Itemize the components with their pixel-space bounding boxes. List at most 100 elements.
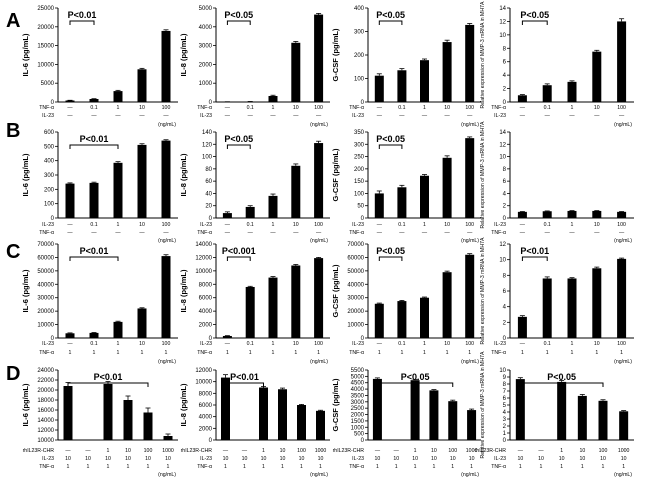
bar-c2-5 (314, 258, 324, 338)
treatment-value-a3: — (467, 113, 473, 119)
treatment-value-a1: — (67, 113, 73, 119)
y-tick-label-d2: 0 (209, 438, 213, 444)
significance-bracket-d4 (519, 382, 604, 387)
treatment-label-b2: TNF-α (197, 230, 212, 236)
unit-label-a2: (ng/mL) (310, 122, 328, 128)
treatment-value-d3: 1 (395, 464, 398, 470)
y-axis-label-c2: IL-8 (pg/mL) (179, 269, 188, 312)
y-tick-label-b4: 0 (503, 216, 507, 222)
bar-b2-5 (314, 143, 324, 218)
treatment-label-a1: TNF-α (39, 105, 54, 111)
treatment-value-d1: 1 (127, 464, 130, 470)
y-tick-label-d3: 0 (361, 438, 365, 444)
p-value-b3: P<0.05 (376, 134, 405, 144)
bar-b1-1 (65, 183, 75, 218)
bar-c3-4 (442, 272, 452, 338)
treatment-label-c3: TNF-α (349, 350, 364, 356)
y-tick-label-c4: 0 (503, 336, 507, 342)
treatment-value-c2: 1 (272, 350, 275, 356)
y-tick-label-b4: 14 (499, 130, 506, 136)
y-tick-label-d4: 7 (503, 389, 507, 395)
treatment-value-c3: 0.1 (398, 341, 405, 347)
p-value-c3: P<0.05 (376, 246, 405, 256)
treatment-value-b3: — (399, 230, 405, 236)
treatment-value-c3: 1 (423, 341, 426, 347)
treatment-value-c4: 1 (571, 341, 574, 347)
y-tick-label-a2: 5000 (199, 6, 213, 12)
bar-c2-3 (268, 277, 278, 338)
y-tick-label-a3: 0 (361, 100, 365, 106)
y-tick-label-d2: 10000 (195, 380, 212, 386)
treatment-value-a2: 100 (314, 105, 323, 111)
treatment-value-d4: 1 (519, 464, 522, 470)
unit-label-d1: (ng/mL) (158, 472, 176, 478)
treatment-value-d2: 10 (280, 456, 286, 462)
treatment-label-c4: TNF-α (491, 350, 506, 356)
y-tick-label-b3: 150 (354, 179, 365, 185)
bar-c2-4 (291, 265, 301, 338)
y-tick-label-c3: 50000 (347, 269, 364, 275)
treatment-label-c4: IL-23 (494, 341, 506, 347)
y-tick-label-b1: 400 (44, 159, 55, 165)
y-tick-label-d3: 2000 (351, 413, 365, 419)
treatment-value-c2: 1 (249, 350, 252, 356)
y-tick-label-d4: 0 (503, 438, 507, 444)
y-axis-label-b2: IL-8 (pg/mL) (179, 153, 188, 196)
treatment-value-d3: 10 (450, 456, 456, 462)
bar-d3-5 (467, 410, 477, 440)
y-tick-label-d3: 4000 (351, 387, 365, 393)
bar-c3-1 (374, 303, 384, 338)
bar-d3-4 (448, 401, 458, 440)
bar-d3-2 (410, 380, 420, 440)
treatment-value-d4: 10 (579, 448, 585, 454)
unit-label-d2: (ng/mL) (310, 472, 328, 478)
treatment-value-d3: 10 (375, 456, 381, 462)
y-tick-label-a4: 4 (503, 73, 507, 79)
p-value-a1: P<0.01 (68, 10, 97, 20)
treatment-value-c4: 1 (521, 350, 524, 356)
treatment-value-d3: 1 (414, 448, 417, 454)
treatment-value-a2: 10 (293, 105, 299, 111)
treatment-value-d2: 1 (262, 464, 265, 470)
y-tick-label-c4: 2 (503, 320, 507, 326)
treatment-value-d2: 1 (224, 464, 227, 470)
y-tick-label-b3: 200 (354, 167, 365, 173)
significance-bracket-b1 (69, 144, 119, 149)
bar-a3-1 (374, 75, 384, 102)
y-tick-label-c4: 8 (503, 273, 507, 279)
bar-c4-4 (592, 268, 602, 338)
treatment-value-a3: — (422, 113, 428, 119)
treatment-value-d4: 10 (600, 456, 606, 462)
treatment-value-c4: — (520, 341, 526, 347)
treatment-value-d2: 1 (243, 464, 246, 470)
y-tick-label-c1: 10000 (37, 323, 54, 329)
y-tick-label-c1: 30000 (37, 296, 54, 302)
treatment-value-a1: — (67, 105, 73, 111)
treatment-value-a1: 100 (162, 105, 171, 111)
treatment-value-d3: 10 (393, 456, 399, 462)
treatment-label-d3: TNF-α (349, 464, 364, 470)
bar-d2-4 (297, 405, 306, 440)
treatment-value-d4: 1 (560, 448, 563, 454)
treatment-value-c1: 10 (139, 341, 145, 347)
treatment-label-b3: IL-23 (352, 222, 364, 228)
treatment-value-b3: — (467, 230, 473, 236)
y-axis-label-b3: G-CSF (pg/mL) (331, 148, 340, 201)
treatment-value-c3: 1 (423, 350, 426, 356)
y-tick-label-a4: 0 (503, 100, 507, 106)
bar-b2-3 (268, 195, 278, 218)
treatment-value-b4: 10 (594, 222, 600, 228)
y-tick-label-c1: 70000 (37, 242, 54, 248)
y-axis-label-b1: IL-6 (pg/mL) (21, 153, 30, 196)
treatment-value-a4: 0.1 (544, 105, 551, 111)
bar-d4-4 (598, 400, 608, 440)
p-value-d4: P<0.05 (547, 372, 576, 382)
treatment-value-d2: 1 (300, 464, 303, 470)
significance-bracket-a3 (378, 20, 403, 25)
treatment-value-c1: 100 (162, 341, 171, 347)
y-tick-label-b2: 120 (202, 142, 213, 148)
bar-a3-5 (465, 24, 475, 103)
treatment-value-b1: — (91, 230, 97, 236)
y-tick-label-d2: 6000 (199, 403, 213, 409)
treatment-value-c2: 1 (317, 350, 320, 356)
